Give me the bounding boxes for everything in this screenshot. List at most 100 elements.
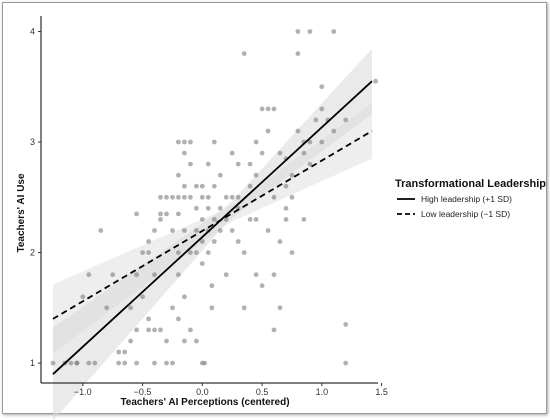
data-point — [164, 360, 169, 366]
data-point — [205, 194, 211, 200]
data-point — [265, 106, 271, 112]
data-point — [182, 150, 187, 156]
y-tick-label: 3 — [30, 137, 35, 147]
data-point — [176, 272, 181, 278]
data-point — [211, 217, 217, 222]
data-point — [277, 239, 283, 244]
data-point — [289, 172, 295, 178]
data-point — [209, 305, 215, 311]
data-point — [194, 205, 199, 211]
data-point — [176, 316, 181, 322]
data-point — [241, 250, 247, 256]
x-tick-label: 1.0 — [316, 387, 329, 397]
high-leadership-line — [52, 80, 373, 375]
data-point — [199, 194, 205, 200]
data-point — [116, 349, 122, 355]
data-point — [188, 250, 193, 256]
data-point — [182, 338, 187, 344]
data-point — [146, 250, 152, 256]
data-point — [194, 338, 199, 344]
data-point — [164, 338, 169, 344]
data-point — [170, 194, 175, 200]
data-point — [253, 272, 259, 278]
data-point — [301, 217, 307, 222]
data-point — [202, 360, 208, 366]
data-point — [176, 139, 181, 145]
data-point — [241, 305, 247, 311]
data-point — [217, 228, 223, 233]
data-point — [283, 217, 289, 222]
data-point — [277, 305, 283, 311]
data-point — [205, 161, 211, 167]
y-tick-label: 2 — [30, 248, 35, 258]
data-point — [158, 327, 163, 333]
data-point — [265, 128, 271, 134]
legend-title: Transformational Leadership — [395, 178, 546, 190]
data-point — [182, 139, 187, 145]
data-point — [259, 283, 265, 289]
data-point — [259, 106, 265, 112]
data-point — [104, 305, 110, 311]
data-point — [209, 283, 215, 289]
data-point — [271, 327, 277, 333]
data-point — [283, 205, 289, 211]
data-point — [319, 84, 325, 90]
data-point — [307, 161, 313, 167]
x-tick-label: 0.0 — [196, 387, 209, 397]
data-point — [116, 360, 122, 366]
confidence-ribbon-1 — [53, 48, 372, 420]
data-point — [188, 327, 193, 333]
data-point — [211, 139, 217, 145]
data-point — [277, 150, 283, 156]
data-point — [331, 128, 337, 134]
data-point — [289, 194, 295, 200]
data-point — [122, 360, 128, 366]
data-point — [265, 228, 271, 233]
data-point — [146, 239, 152, 244]
data-point — [98, 228, 104, 233]
data-point — [319, 139, 325, 145]
data-point — [223, 217, 229, 222]
data-point — [217, 172, 223, 178]
data-point — [158, 217, 163, 222]
data-point — [182, 228, 187, 233]
data-point — [241, 51, 247, 56]
data-point — [194, 228, 199, 233]
data-point — [223, 194, 229, 200]
data-point — [343, 117, 349, 123]
data-point — [176, 211, 181, 217]
data-point — [134, 327, 140, 333]
data-point — [247, 183, 253, 189]
data-points — [50, 29, 378, 366]
data-point — [283, 183, 289, 189]
data-point — [199, 239, 205, 244]
x-tick-label: 1.5 — [375, 387, 388, 397]
data-point — [170, 360, 175, 366]
data-point — [343, 360, 349, 366]
data-point — [301, 150, 307, 156]
data-point — [158, 194, 163, 200]
data-point — [271, 194, 277, 200]
data-point — [253, 139, 259, 145]
data-point — [122, 349, 128, 355]
data-point — [182, 183, 187, 189]
data-point — [50, 360, 56, 366]
data-point — [295, 128, 301, 134]
data-point — [140, 250, 146, 256]
regression-lines — [52, 80, 373, 375]
data-point — [170, 305, 175, 311]
data-point — [152, 327, 157, 333]
data-point — [188, 194, 193, 200]
y-tick-label: 1 — [30, 358, 35, 368]
data-point — [235, 239, 241, 244]
data-point — [223, 272, 229, 278]
data-point — [164, 194, 169, 200]
data-point — [307, 29, 313, 34]
data-point — [134, 272, 140, 278]
data-point — [235, 161, 241, 167]
data-point — [86, 272, 92, 278]
data-point — [205, 205, 211, 211]
data-point — [199, 217, 205, 222]
data-point — [331, 29, 337, 34]
y-tick-label: 4 — [30, 26, 35, 36]
